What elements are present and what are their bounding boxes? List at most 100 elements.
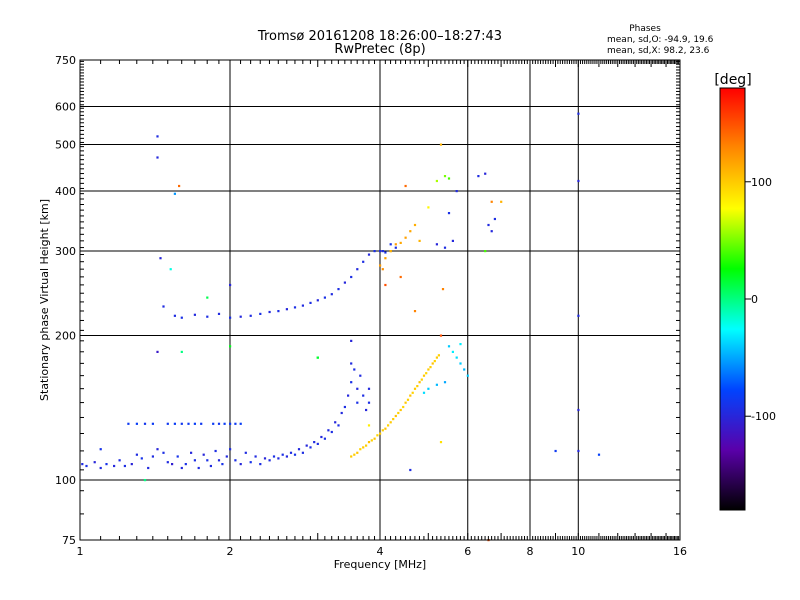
data-point xyxy=(413,223,417,227)
data-point xyxy=(268,459,271,462)
colorbar-ticks: 100 0 -100 xyxy=(745,176,776,423)
x-axis-label: Frequency [MHz] xyxy=(334,558,426,571)
data-point xyxy=(431,362,434,365)
data-point xyxy=(180,316,183,319)
data-point xyxy=(99,466,102,470)
data-point xyxy=(171,463,174,466)
data-point xyxy=(337,424,340,427)
data-point xyxy=(99,448,102,451)
data-point xyxy=(365,444,368,447)
data-point xyxy=(162,305,165,308)
data-point xyxy=(180,350,183,353)
data-point xyxy=(187,422,190,425)
data-point xyxy=(229,345,232,348)
data-point xyxy=(466,374,469,377)
data-point xyxy=(487,223,490,227)
data-point xyxy=(178,184,181,188)
colorbar xyxy=(719,87,746,511)
data-point xyxy=(176,455,179,458)
data-point xyxy=(577,112,580,115)
data-point xyxy=(190,451,193,454)
data-point xyxy=(166,461,169,464)
data-point xyxy=(229,448,232,451)
data-point xyxy=(169,268,172,271)
data-point xyxy=(381,429,384,432)
data-point xyxy=(281,453,284,456)
data-point xyxy=(180,422,183,425)
data-point xyxy=(350,362,353,365)
x-tick-label: 10 xyxy=(571,545,585,558)
data-point xyxy=(367,401,371,404)
data-point xyxy=(239,422,242,425)
data-point xyxy=(268,310,271,314)
data-point xyxy=(425,372,428,375)
data-point xyxy=(320,435,323,439)
data-point xyxy=(413,310,417,313)
data-point xyxy=(140,457,143,460)
data-point xyxy=(435,356,438,359)
data-point xyxy=(350,455,353,458)
data-point xyxy=(429,366,432,369)
data-point xyxy=(443,246,447,249)
data-point xyxy=(156,350,159,353)
data-point xyxy=(399,241,402,244)
data-point xyxy=(316,442,319,445)
data-point xyxy=(173,314,176,317)
data-point xyxy=(353,453,356,456)
data-point xyxy=(409,230,412,233)
data-point xyxy=(193,422,196,425)
data-point xyxy=(420,378,423,381)
data-point xyxy=(441,288,445,291)
stats-o-line: mean, sd,O: -94.9, 19.6 xyxy=(607,35,714,45)
data-point xyxy=(289,451,293,454)
y-tick-label: 500 xyxy=(55,139,76,152)
data-point xyxy=(379,432,382,435)
data-point xyxy=(597,453,601,456)
y-tick-label: 200 xyxy=(55,330,76,343)
data-point xyxy=(381,268,384,271)
x-tick-labels: 1 2 4 6 8 10 16 xyxy=(77,545,688,558)
data-point xyxy=(162,451,165,454)
data-point xyxy=(439,441,443,444)
grid xyxy=(80,60,680,540)
data-point xyxy=(309,446,312,449)
data-point xyxy=(313,441,316,444)
data-point xyxy=(554,449,557,453)
data-point xyxy=(455,190,458,193)
data-point xyxy=(193,459,196,462)
data-point xyxy=(239,315,242,318)
data-point xyxy=(277,457,280,460)
data-point xyxy=(330,293,333,296)
data-point xyxy=(577,449,580,453)
data-point xyxy=(477,175,480,178)
data-point xyxy=(239,463,242,466)
data-point xyxy=(229,316,232,319)
data-point xyxy=(418,239,421,242)
data-point xyxy=(381,250,384,253)
data-point xyxy=(285,308,288,311)
data-point xyxy=(151,422,154,425)
data-point xyxy=(343,281,346,284)
data-point xyxy=(418,381,421,384)
data-point xyxy=(159,257,162,260)
x-tick-label: 4 xyxy=(377,545,384,558)
stats-x-line: mean, sd,X: 98.2, 23.6 xyxy=(607,46,710,56)
data-point xyxy=(85,464,88,468)
data-point xyxy=(490,230,493,233)
data-point xyxy=(484,250,487,253)
data-point xyxy=(365,408,368,412)
data-point xyxy=(229,283,232,287)
y-tick-label: 400 xyxy=(55,185,76,198)
data-points xyxy=(81,112,601,542)
data-point xyxy=(327,429,330,432)
data-point xyxy=(356,451,359,454)
data-point xyxy=(490,200,493,203)
data-point xyxy=(409,394,412,397)
data-point xyxy=(362,260,365,263)
data-point xyxy=(359,374,362,377)
data-point xyxy=(416,385,419,388)
colorbar-tick-label: 100 xyxy=(751,176,772,189)
data-point xyxy=(293,453,297,456)
data-point xyxy=(447,212,451,215)
data-point xyxy=(379,250,382,253)
